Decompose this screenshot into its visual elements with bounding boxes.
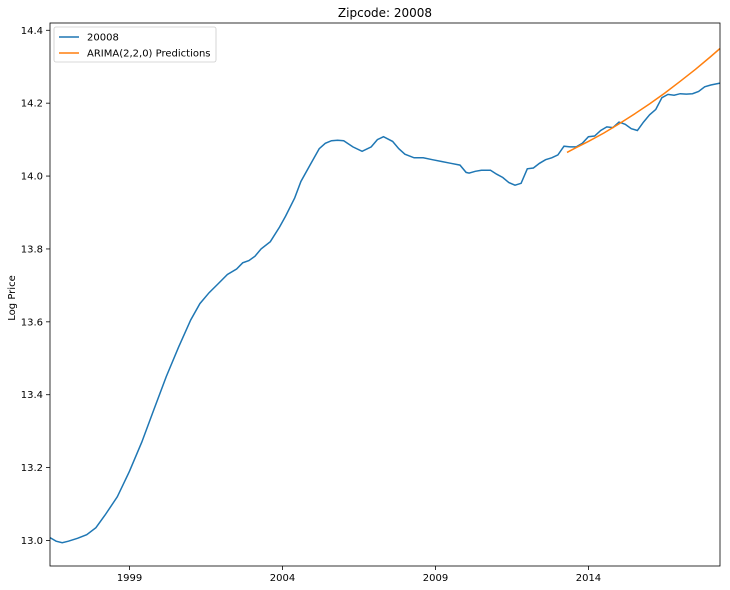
legend: 20008 ARIMA(2,2,0) Predictions — [53, 26, 217, 63]
series-line-1 — [566, 47, 721, 154]
y-tick-label: 14.2 — [21, 99, 43, 110]
x-tick-label: 1999 — [117, 573, 142, 584]
y-tick-label: 14.4 — [21, 26, 43, 37]
y-tick-label: 13.2 — [21, 463, 43, 474]
x-tick-label: 2014 — [576, 573, 601, 584]
x-tick-label: 2009 — [423, 573, 448, 584]
y-tick-label: 14.0 — [21, 172, 43, 183]
y-tick-label: 13.6 — [21, 317, 43, 328]
plot-area — [49, 47, 721, 544]
legend-label-1: ARIMA(2,2,0) Predictions — [87, 49, 211, 60]
x-axis: 1999 2004 2009 2014 — [117, 566, 601, 584]
legend-label-0: 20008 — [87, 33, 119, 44]
y-axis: 13.0 13.2 13.4 13.6 13.8 14.0 14.2 14.4 — [21, 26, 50, 547]
plot-frame — [49, 22, 721, 567]
series-line-0 — [49, 82, 721, 544]
legend-box — [53, 26, 217, 63]
x-tick-label: 2004 — [270, 573, 295, 584]
chart-title: Zipcode: 20008 — [338, 6, 432, 20]
y-tick-label: 13.4 — [21, 390, 43, 401]
y-tick-label: 13.8 — [21, 244, 43, 255]
y-tick-label: 13.0 — [21, 536, 43, 547]
y-axis-label: Log Price — [7, 275, 18, 320]
